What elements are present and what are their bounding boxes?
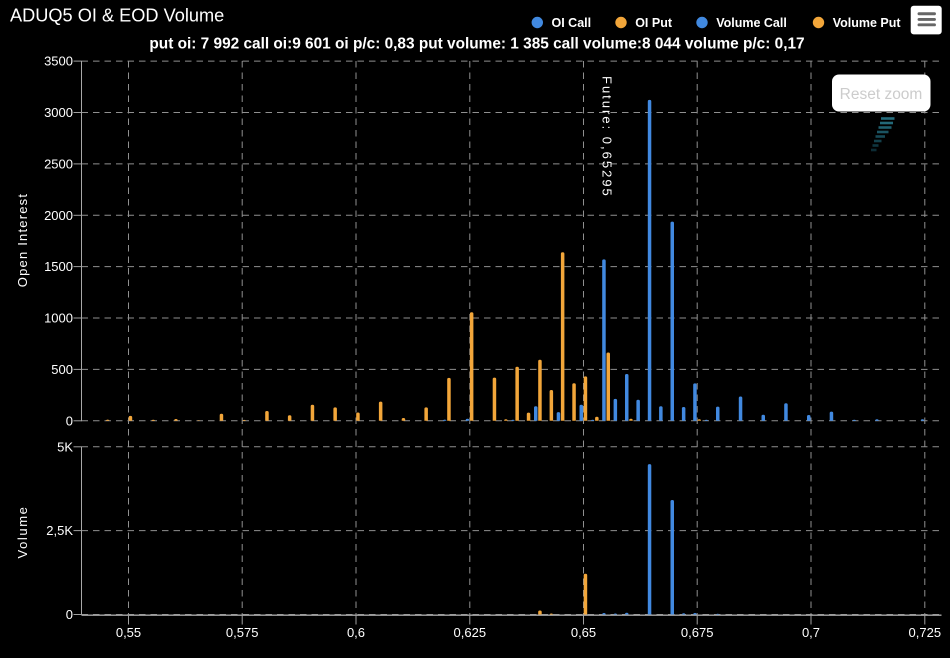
svg-text:500: 500 xyxy=(51,362,73,377)
svg-text:2000: 2000 xyxy=(44,208,73,223)
svg-text:2,5K: 2,5K xyxy=(46,523,73,538)
svg-text:0,575: 0,575 xyxy=(226,625,259,640)
svg-text:5K: 5K xyxy=(57,439,73,454)
svg-text:Open Interest: Open Interest xyxy=(15,193,30,287)
svg-text:Volume Call: Volume Call xyxy=(716,16,787,30)
svg-text:3000: 3000 xyxy=(44,105,73,120)
svg-text:3500: 3500 xyxy=(44,54,73,69)
svg-text:1500: 1500 xyxy=(44,259,73,274)
svg-text:0,6: 0,6 xyxy=(347,625,365,640)
svg-text:put oi: 7 992 call oi:9 601 oi: put oi: 7 992 call oi:9 601 oi p/c: 0,83… xyxy=(149,36,804,53)
svg-text:0,7: 0,7 xyxy=(802,625,820,640)
svg-text:Reset zoom: Reset zoom xyxy=(840,86,923,103)
svg-text:Future: 0,65295: Future: 0,65295 xyxy=(600,76,615,198)
svg-text:0,55: 0,55 xyxy=(116,625,141,640)
svg-text:ADUQ5 OI & EOD Volume: ADUQ5 OI & EOD Volume xyxy=(10,5,224,25)
svg-text:OI Call: OI Call xyxy=(552,16,592,30)
svg-text:Volume Put: Volume Put xyxy=(833,16,902,30)
svg-text:2500: 2500 xyxy=(44,156,73,171)
svg-text:0: 0 xyxy=(66,607,73,622)
svg-text:1000: 1000 xyxy=(44,311,73,326)
svg-text:0,625: 0,625 xyxy=(454,625,487,640)
svg-text:OI Put: OI Put xyxy=(635,16,673,30)
svg-text:Volume: Volume xyxy=(15,506,30,559)
svg-text:0,65: 0,65 xyxy=(571,625,596,640)
svg-text:0: 0 xyxy=(66,413,73,428)
svg-text:0,725: 0,725 xyxy=(909,625,942,640)
svg-text:0,675: 0,675 xyxy=(681,625,714,640)
